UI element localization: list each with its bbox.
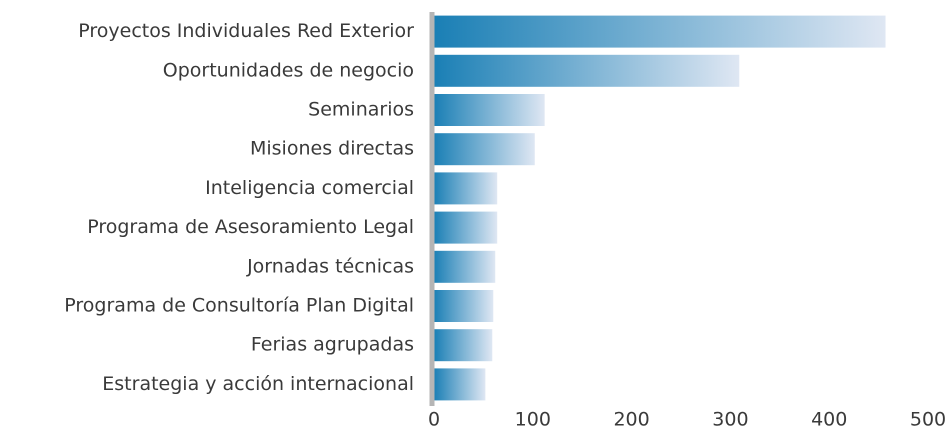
x-tick-label: 400 (811, 409, 847, 428)
bar (434, 15, 886, 48)
bar (434, 250, 496, 283)
y-tick-label: Ferias agrupadas (251, 334, 414, 356)
bar (434, 368, 486, 401)
bar (434, 290, 494, 322)
bar (434, 211, 498, 244)
x-tick-label: 500 (910, 409, 946, 428)
y-tick-label: Seminarios (308, 99, 414, 121)
y-tick-label: Programa de Consultoría Plan Digital (64, 295, 414, 317)
bar (434, 172, 498, 205)
x-tick-label: 200 (613, 409, 649, 428)
x-tick-label: 100 (515, 409, 551, 428)
y-tick-label: Programa de Asesoramiento Legal (87, 216, 414, 238)
y-tick-label: Misiones directas (250, 138, 414, 160)
bar (434, 94, 545, 126)
bar (434, 133, 535, 166)
y-tick-label: Estrategia y acción internacional (102, 373, 414, 395)
bar (434, 329, 493, 362)
y-tick-label: Proyectos Individuales Red Exterior (78, 20, 414, 42)
y-tick-label: Inteligencia comercial (205, 177, 414, 199)
y-tick-label: Jornadas técnicas (246, 255, 414, 277)
x-tick-label: 0 (428, 409, 440, 428)
y-tick-label: Oportunidades de negocio (163, 59, 414, 81)
x-tick-label: 300 (712, 409, 748, 428)
bar (434, 54, 740, 87)
